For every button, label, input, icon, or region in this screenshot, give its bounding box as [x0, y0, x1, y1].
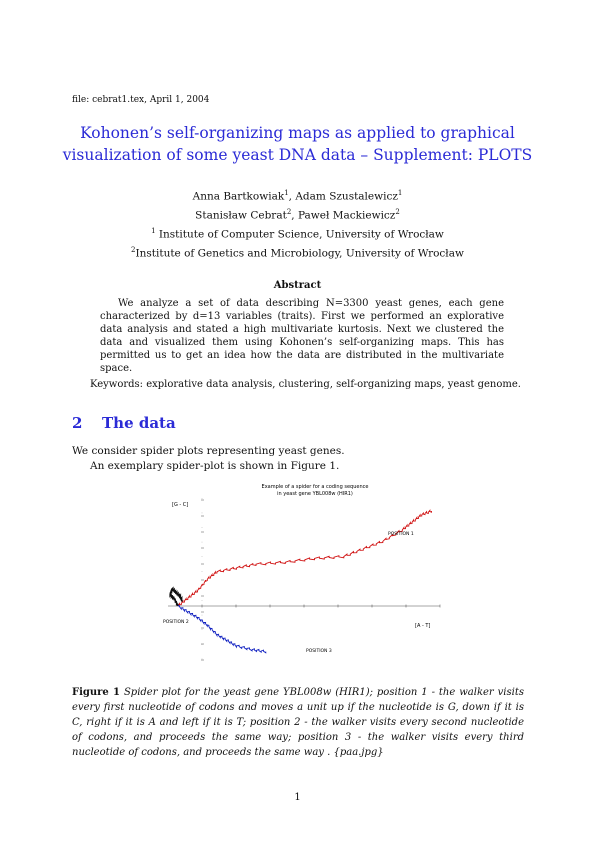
affiliation-sup: 2 — [131, 246, 136, 254]
body-line-2: An exemplary spider-plot is shown in Fig… — [90, 460, 340, 472]
spider-plot-figure: Example of a spider for a coding sequenc… — [163, 484, 441, 663]
section-number: 2 — [72, 414, 83, 432]
page-number: 1 — [294, 792, 301, 803]
keywords: Keywords: explorative data analysis, clu… — [90, 379, 521, 390]
figure-caption: Figure 1 Spider plot for the yeast gene … — [72, 685, 524, 760]
file-line: file: cebrat1.tex, April 1, 2004 — [72, 95, 210, 105]
affiliation-2: 2Institute of Genetics and Microbiology,… — [60, 243, 535, 262]
position-2-label: POSITION 2 — [163, 619, 189, 625]
paper-title: Kohonen’s self-organizing maps as applie… — [60, 122, 535, 166]
author-sup: 1 — [284, 189, 289, 197]
affiliation-sup: 1 — [151, 227, 156, 235]
abstract-heading: Abstract — [273, 280, 322, 291]
body-text: We consider spider plots representing ye… — [72, 444, 345, 474]
caption-text: Spider plot for the yeast gene YBL008w (… — [72, 687, 524, 758]
author-sup: 1 — [397, 189, 403, 197]
abstract-text: We analyze a set of data describing N=33… — [100, 298, 504, 374]
body-line-1: We consider spider plots representing ye… — [72, 445, 345, 457]
affiliation-1: 1 Institute of Computer Science, Univers… — [60, 224, 535, 243]
author-name: Anna Bartkowiak — [192, 190, 285, 203]
author-name: , Paweł Mackiewicz — [291, 209, 396, 222]
author-sup: 2 — [286, 208, 292, 216]
figure-title-line-1: Example of a spider for a coding sequenc… — [262, 484, 369, 490]
author-name: , Adam Szustalewicz — [288, 190, 398, 203]
author-sup: 2 — [395, 208, 400, 216]
series-line-2 — [169, 586, 183, 607]
position-3-label: POSITION 3 — [306, 648, 332, 654]
section-title: The data — [102, 414, 176, 432]
affiliation-text: Institute of Genetics and Microbiology, … — [135, 247, 464, 260]
author-line-1: Anna Bartkowiak1, Adam Szustalewicz1 — [60, 186, 535, 205]
section-heading: 2 The data — [72, 414, 176, 432]
author-line-2: Stanisław Cebrat2, Paweł Mackiewicz2 — [60, 205, 535, 224]
axes — [168, 498, 441, 663]
title-line-1: Kohonen’s self-organizing maps as applie… — [80, 124, 515, 142]
author-block: Anna Bartkowiak1, Adam Szustalewicz1 Sta… — [60, 186, 535, 262]
figure-title-line-2: in yeast gene YBL008w (HIR1) — [277, 491, 353, 497]
affiliation-text: Institute of Computer Science, Universit… — [155, 228, 444, 241]
series-group — [169, 509, 432, 654]
y-axis-label: [G - C] — [172, 502, 188, 508]
position-1-label: POSITION 1 — [388, 531, 414, 537]
title-line-2: visualization of some yeast DNA data – S… — [62, 146, 533, 164]
author-name: Stanisław Cebrat — [195, 209, 287, 222]
series-line-1 — [177, 509, 432, 607]
x-axis-label: [A - T] — [415, 623, 430, 629]
series-line-3 — [177, 605, 267, 654]
caption-lead: Figure 1 — [72, 687, 120, 698]
